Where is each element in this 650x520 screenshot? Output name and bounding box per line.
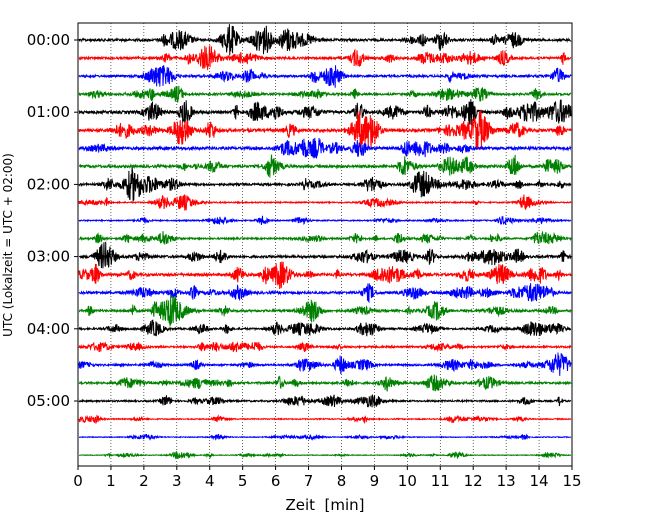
y-tick-label: 01:00: [27, 103, 70, 121]
x-tick-label: 2: [139, 472, 149, 490]
x-tick-label: 15: [562, 472, 581, 490]
x-tick-label: 14: [530, 472, 549, 490]
seismic-traces: [78, 24, 572, 460]
trace-0115: [78, 109, 572, 150]
trace-0145: [78, 154, 572, 178]
x-tick-label: 1: [106, 472, 116, 490]
plot-frame: [77, 22, 573, 467]
x-tick-label: 3: [172, 472, 182, 490]
x-tick-label: 12: [464, 472, 483, 490]
trace-0000: [78, 24, 572, 56]
trace-0415: [78, 341, 572, 353]
trace-0215: [78, 194, 572, 211]
trace-0515: [78, 414, 572, 425]
x-axis-label: Zeit [min]: [285, 496, 364, 514]
trace-0030: [78, 65, 572, 88]
y-tick-label: 00:00: [27, 31, 70, 49]
y-tick-label: 05:00: [27, 392, 70, 410]
x-tick-label: 7: [304, 472, 314, 490]
trace-0545: [78, 451, 572, 460]
trace-0200: [78, 167, 572, 202]
x-tick-label: 9: [370, 472, 380, 490]
y-axis-label: UTC (Lokalzeit = UTC + 02:00): [1, 153, 15, 337]
trace-0100: [78, 99, 572, 125]
y-tick-label: 04:00: [27, 320, 70, 338]
trace-0330: [78, 283, 572, 304]
trace-0230: [78, 215, 572, 226]
y-axis: 00:00 01:00 02:00 03:00 04:00 05:00: [27, 31, 78, 410]
trace-0445: [78, 374, 572, 392]
x-tick-label: 0: [73, 472, 83, 490]
x-axis: 0 1 2 3 4 5 6 7 8 9 10 11 12 13 14 15: [73, 466, 582, 490]
trace-0530: [78, 433, 572, 441]
x-tick-label: 4: [205, 472, 215, 490]
x-tick-label: 13: [497, 472, 516, 490]
trace-0130: [78, 137, 572, 159]
trace-0430: [78, 352, 572, 376]
y-tick-label: 03:00: [27, 248, 70, 266]
x-tick-label: 10: [398, 472, 417, 490]
trace-0015: [78, 44, 572, 71]
x-tick-label: 5: [238, 472, 248, 490]
vertical-grid: [110, 23, 540, 466]
y-tick-label: 02:00: [27, 175, 70, 193]
trace-0315: [78, 261, 572, 289]
trace-0045: [78, 85, 572, 103]
trace-0345: [78, 294, 572, 327]
trace-0245: [78, 230, 572, 245]
x-tick-label: 11: [431, 472, 450, 490]
trace-0400: [78, 319, 572, 337]
trace-0500: [78, 394, 572, 408]
trace-0300: [78, 241, 572, 269]
x-tick-label: 6: [271, 472, 281, 490]
x-tick-label: 8: [337, 472, 347, 490]
